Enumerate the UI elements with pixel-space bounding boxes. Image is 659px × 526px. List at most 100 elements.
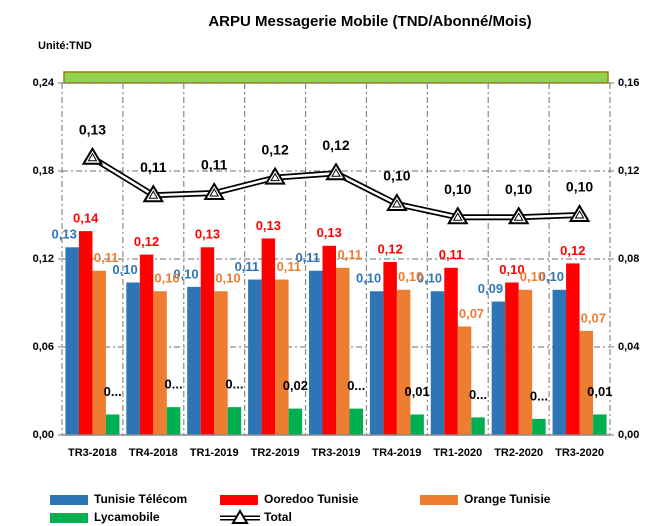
bar <box>166 407 181 435</box>
data-label: 0,10 <box>173 266 198 281</box>
x-tick-label: TR2-2020 <box>494 447 543 459</box>
bar <box>214 291 228 435</box>
chart-title: ARPU Messagerie Mobile (TND/Abonné/Mois) <box>208 13 531 30</box>
bar <box>593 414 607 435</box>
data-label: 0,07 <box>581 310 606 325</box>
bar <box>261 238 276 435</box>
x-tick-label: TR2-2019 <box>251 447 300 459</box>
y-tick-label: 0,18 <box>33 165 54 177</box>
bar <box>275 279 289 435</box>
bar <box>396 289 411 435</box>
bar <box>126 282 140 435</box>
line-marker-inner <box>452 212 463 221</box>
bar <box>566 263 580 435</box>
line-marker <box>203 182 225 200</box>
bar <box>139 254 154 435</box>
y2-tick-label: 0,16 <box>618 77 639 89</box>
data-label: 0,12 <box>377 241 402 256</box>
bar <box>444 267 458 435</box>
data-label: 0,10 <box>499 262 524 277</box>
legend-label: Lycamobile <box>94 510 160 524</box>
bar <box>579 330 594 435</box>
line-marker <box>386 193 408 211</box>
line-marker-inner <box>513 212 524 221</box>
data-label: 0,02 <box>283 378 308 393</box>
bar <box>383 261 397 435</box>
line-marker <box>264 166 286 185</box>
bar <box>491 301 506 435</box>
data-label: 0,11 <box>94 250 119 265</box>
bar <box>153 291 167 435</box>
data-label: 0,12 <box>322 137 349 153</box>
bar <box>410 414 424 435</box>
data-label: 0,11 <box>140 159 167 175</box>
data-label: 0,10 <box>154 271 179 286</box>
y-tick-label: 0,06 <box>33 341 54 353</box>
bar <box>65 247 79 435</box>
legend-swatch <box>50 495 88 505</box>
data-label: 0,12 <box>134 234 159 249</box>
bar <box>78 231 93 435</box>
data-label: 0,12 <box>261 141 288 157</box>
line-marker <box>325 162 347 181</box>
bar <box>471 417 485 435</box>
highlight-band <box>63 71 609 84</box>
x-tick-label: TR3-2018 <box>68 447 117 459</box>
bar <box>505 282 519 435</box>
legend-swatch <box>420 495 458 505</box>
line-marker-inner <box>331 168 341 177</box>
data-label: 0,10 <box>520 269 545 284</box>
y-axis-label: Unité:TND <box>38 40 92 52</box>
data-label: 0,10 <box>417 271 442 286</box>
bar <box>369 291 384 435</box>
data-label: 0,13 <box>52 227 77 242</box>
line-marker-inner <box>209 187 220 197</box>
y2-tick-label: 0,08 <box>618 253 639 265</box>
data-label: 0... <box>104 384 122 399</box>
bar <box>322 245 336 435</box>
y2-tick-label: 0,00 <box>618 429 639 441</box>
x-tick-label: TR3-2020 <box>555 447 604 459</box>
line-marker-inner <box>270 172 280 182</box>
data-label: 0,11 <box>277 259 302 274</box>
bar <box>248 279 262 435</box>
data-label: 0... <box>165 377 183 392</box>
line-marker-inner <box>392 198 402 208</box>
data-label: 0,11 <box>439 247 464 262</box>
line-marker <box>507 206 530 225</box>
legend-label: Total <box>264 510 292 524</box>
bar <box>187 286 201 435</box>
data-label: 0... <box>469 387 487 402</box>
data-label: 0,10 <box>112 262 137 277</box>
bar <box>227 407 242 435</box>
legend-swatch <box>220 495 258 505</box>
x-tick-label: TR4-2019 <box>372 447 421 459</box>
data-label: 0,09 <box>478 281 503 296</box>
data-label: 0... <box>530 388 548 403</box>
legend-swatch <box>231 509 249 524</box>
bar <box>336 267 350 435</box>
bar <box>457 326 472 435</box>
line-marker <box>568 204 591 222</box>
data-label: 0,11 <box>337 247 362 262</box>
bar <box>288 408 303 435</box>
data-label: 0,01 <box>404 384 429 399</box>
data-label: 0,11 <box>235 259 260 274</box>
line-marker <box>142 184 165 203</box>
data-label: 0,01 <box>587 384 612 399</box>
data-label: 0,10 <box>356 271 381 286</box>
data-label: 0,07 <box>459 306 484 321</box>
x-tick-label: TR1-2020 <box>433 447 482 459</box>
data-label: 0,13 <box>79 122 106 138</box>
legend-label: Ooredoo Tunisie <box>264 492 359 506</box>
data-label: 0,13 <box>256 218 281 233</box>
data-label: 0,14 <box>73 211 99 226</box>
bar <box>532 418 546 435</box>
legend-label: Tunisie Télécom <box>94 492 187 506</box>
data-label: 0,10 <box>444 181 471 197</box>
data-label: 0,10 <box>398 269 423 284</box>
data-label: 0,10 <box>566 179 593 195</box>
line-marker-inner <box>87 152 98 162</box>
data-label: 0... <box>225 377 243 392</box>
